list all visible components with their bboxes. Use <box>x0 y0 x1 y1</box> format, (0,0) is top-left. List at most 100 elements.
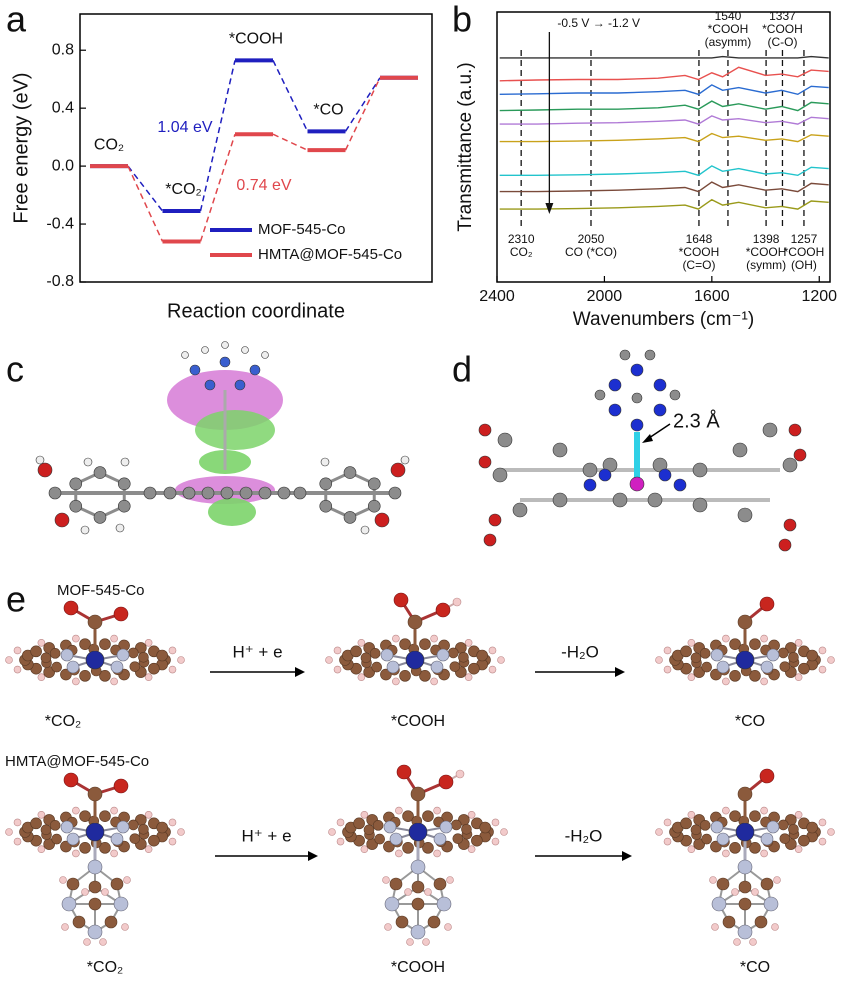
hydrogen-atom <box>37 673 46 682</box>
carbon-atom <box>680 645 692 658</box>
hydrogen-atom <box>121 923 129 931</box>
step-label: *COOH <box>391 959 445 976</box>
carbon-atom <box>220 486 234 500</box>
x-tick-label: 1200 <box>801 288 837 305</box>
hydrogen-atom <box>760 849 768 858</box>
carbon-atom <box>79 670 91 682</box>
hydrogen-atom <box>444 923 452 931</box>
carbon-atom <box>699 648 711 659</box>
carbon-atom <box>88 880 102 894</box>
hydrogen-atom <box>168 646 177 655</box>
potential-annotation: -0.5 V → -1.2 V <box>557 16 640 30</box>
hydrogen-atom <box>446 876 454 884</box>
hydrogen-atom <box>99 938 107 946</box>
carbon-atom <box>716 877 730 891</box>
nitrogen-atom <box>716 660 730 674</box>
oxygen-atom <box>54 512 70 528</box>
hydrogen-atom <box>110 806 118 815</box>
nitrogen-atom <box>380 648 394 662</box>
nitrogen-atom <box>110 832 124 846</box>
plot-frame <box>79 13 433 283</box>
hydrogen-atom <box>433 849 441 858</box>
hydrogen-atom <box>491 837 500 846</box>
hydrogen-atom <box>110 849 118 858</box>
hydrogen-atom <box>110 677 118 686</box>
carbon-atom <box>552 442 568 458</box>
arrow-head <box>642 434 653 443</box>
arrow-head <box>545 203 554 214</box>
carbon-atom <box>692 497 708 513</box>
carbon-atom <box>806 821 818 834</box>
hydrogen-atom <box>201 346 209 354</box>
peak-label: 1540 <box>715 9 742 23</box>
carbon-atom <box>512 502 528 518</box>
peak-label: 2310 <box>508 232 535 246</box>
hydrogen-atom <box>773 876 781 884</box>
carbon-atom <box>49 648 61 659</box>
peak-label: *COOH <box>784 245 825 259</box>
hydrogen-atom <box>406 938 414 946</box>
hydrogen-atom <box>241 346 249 354</box>
carbon-atom <box>458 651 469 663</box>
carbon-atom <box>156 821 168 834</box>
carbon-atom <box>182 486 196 500</box>
y-tick-label: 0.0 <box>52 157 74 174</box>
carbon-atom <box>612 492 628 508</box>
carbon-atom <box>729 670 741 682</box>
cage-carbon <box>619 349 631 361</box>
hydrogen-atom <box>663 818 672 827</box>
x-axis-title: Wavenumbers (cm⁻¹) <box>573 309 754 330</box>
carbon-atom <box>395 915 409 929</box>
legend-label: MOF-545-Co <box>258 221 346 238</box>
hydrogen-atom <box>455 769 465 779</box>
carbon-atom <box>350 645 362 658</box>
nitrogen-atom <box>658 468 672 482</box>
hydrogen-atom <box>687 810 696 819</box>
nitrogen-atom <box>710 648 724 662</box>
step-label: *COOH <box>391 713 445 730</box>
hydrogen-atom <box>771 923 779 931</box>
cage-atom <box>630 363 644 377</box>
carbon-atom <box>156 649 168 662</box>
panel-label: b <box>452 0 472 40</box>
carbon-atom <box>411 897 425 911</box>
oxygen-atom <box>778 538 792 552</box>
carbon-atom <box>128 647 139 659</box>
carbon-atom <box>79 638 91 650</box>
panel-label: e <box>6 579 26 620</box>
cobalt-atom <box>85 650 105 670</box>
hydrogen-atom <box>663 837 672 846</box>
hydrogen-atom <box>663 646 672 655</box>
carbon-atom <box>79 810 91 822</box>
step-label: *CO₂ <box>45 713 81 730</box>
hydrogen-atom <box>80 525 90 535</box>
nitrogen-atom <box>711 896 727 912</box>
carbon-atom <box>760 877 774 891</box>
legend-label: HMTA@MOF-545-Co <box>258 246 402 263</box>
hydrogen-atom <box>360 525 370 535</box>
oxygen-atom <box>393 592 409 608</box>
carbon-atom <box>701 661 712 673</box>
carbon-atom <box>60 840 72 853</box>
y-axis-title: Free energy (eV) <box>10 72 32 223</box>
connector <box>199 134 236 242</box>
carbon-atom <box>293 486 307 500</box>
carbon-atom <box>497 432 513 448</box>
step-label: *CO <box>740 959 770 976</box>
row-title: MOF-545-Co <box>57 582 145 599</box>
hydrogen-atom <box>336 837 345 846</box>
hydrogen-atom <box>177 828 185 836</box>
carbon-atom <box>163 486 177 500</box>
hydrogen-atom <box>731 888 739 896</box>
spectrum <box>499 198 829 210</box>
nitrogen-atom <box>87 924 103 940</box>
oxygen-atom <box>478 455 492 469</box>
connector <box>199 60 236 212</box>
hydrogen-atom <box>72 849 80 858</box>
carbon-atom <box>148 662 160 675</box>
nitrogen-atom <box>583 478 597 492</box>
hydrogen-atom <box>464 673 473 682</box>
carbon-atom <box>380 668 392 681</box>
oxygen-atom <box>37 462 53 478</box>
